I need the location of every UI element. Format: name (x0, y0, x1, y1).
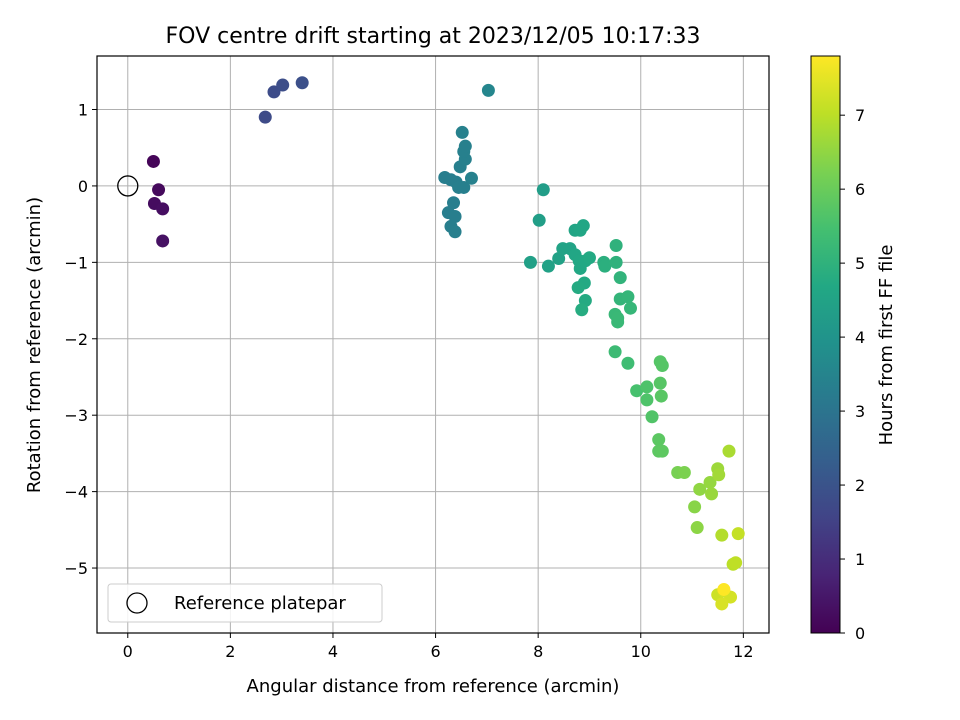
data-point (447, 196, 461, 210)
data-point (464, 171, 478, 185)
y-tick-label: −1 (64, 253, 88, 272)
colorbar-tick-label: 4 (855, 328, 865, 347)
colorbar-tick-label: 2 (855, 476, 865, 495)
data-point (582, 251, 596, 265)
data-point (575, 303, 589, 317)
data-point (448, 225, 462, 239)
y-tick-label: −2 (64, 330, 88, 349)
data-point (655, 359, 669, 373)
data-point (653, 376, 667, 390)
colorbar-tick-label: 5 (855, 254, 865, 273)
data-point (295, 76, 309, 90)
data-point (640, 380, 654, 394)
y-axis-ticks: −5 −4 −3 −2 −1 0 1 (64, 100, 97, 578)
chart-title: FOV centre drift starting at 2023/12/05 … (166, 24, 701, 49)
data-point (703, 475, 717, 489)
data-point (541, 259, 555, 273)
data-point (630, 384, 644, 398)
x-tick-label: 4 (328, 642, 338, 661)
plot-frame (96, 55, 770, 634)
colorbar-tick-label: 7 (855, 106, 865, 125)
data-point (688, 500, 702, 514)
legend-box (107, 583, 383, 623)
y-tick-label: −3 (64, 406, 88, 425)
colorbar-tick-label: 6 (855, 180, 865, 199)
y-tick-label: 0 (78, 177, 88, 196)
colorbar: 0 1 2 3 4 5 6 7 Hours from first FF file (810, 55, 897, 643)
reference-marker (117, 175, 139, 197)
data-point (655, 444, 669, 458)
data-point (156, 234, 170, 248)
legend-entry-reference: Reference platepar (174, 593, 346, 614)
data-point (621, 290, 635, 304)
data-point (552, 252, 566, 266)
data-point (712, 468, 726, 482)
data-point (613, 271, 627, 285)
data-point (623, 301, 637, 315)
data-point (611, 311, 625, 325)
data-point (276, 78, 290, 92)
data-point (156, 202, 170, 216)
data-point (645, 410, 659, 424)
x-axis-label: Angular distance from reference (arcmin) (247, 676, 620, 697)
data-point (640, 393, 654, 407)
x-tick-label: 0 (123, 642, 133, 661)
data-point (608, 345, 622, 359)
data-point (258, 110, 272, 124)
data-point (536, 183, 550, 197)
data-point (458, 139, 472, 153)
data-point (146, 154, 160, 168)
x-tick-label: 8 (533, 642, 543, 661)
data-point (481, 83, 495, 97)
data-point (609, 239, 623, 253)
x-tick-label: 12 (733, 642, 753, 661)
x-tick-label: 6 (430, 642, 440, 661)
data-point (715, 597, 729, 611)
data-point (448, 209, 462, 223)
data-point (690, 521, 704, 535)
data-point (609, 255, 623, 269)
data-point (693, 482, 707, 496)
data-point (576, 219, 590, 233)
y-tick-label: 1 (78, 100, 88, 119)
reference-point (117, 175, 139, 197)
data-point (532, 213, 546, 227)
colorbar-label: Hours from first FF file (876, 245, 897, 446)
data-point (598, 259, 612, 273)
data-point (715, 528, 729, 542)
data-point (722, 444, 736, 458)
data-point (652, 433, 666, 447)
data-point (729, 556, 743, 570)
colorbar-tick-label: 1 (855, 550, 865, 569)
data-points (146, 76, 745, 611)
data-point (267, 85, 281, 99)
data-point (571, 281, 585, 295)
y-tick-label: −5 (64, 559, 88, 578)
colorbar-gradient (810, 55, 841, 634)
data-point (152, 183, 166, 197)
colorbar-ticks: 0 1 2 3 4 5 6 7 (840, 106, 865, 643)
data-point (731, 527, 745, 541)
legend-marker (126, 592, 148, 614)
data-point (523, 255, 537, 269)
x-axis-ticks: 0 2 4 6 8 10 12 (123, 633, 754, 661)
data-point (621, 356, 635, 370)
data-point (705, 487, 719, 501)
y-axis-label: Rotation from reference (arcmin) (24, 197, 45, 493)
colorbar-tick-label: 3 (855, 402, 865, 421)
colorbar-tick-label: 0 (855, 624, 865, 643)
y-tick-label: −4 (64, 483, 88, 502)
x-tick-label: 10 (631, 642, 651, 661)
data-point (455, 125, 469, 139)
legend: Reference platepar (107, 583, 383, 623)
x-tick-label: 2 (225, 642, 235, 661)
plot-area: 0 2 4 6 8 10 12 −5 −4 −3 −2 −1 0 1 (64, 55, 770, 661)
data-point (654, 389, 668, 403)
data-point (677, 466, 691, 480)
data-point (717, 582, 731, 596)
data-point (457, 180, 471, 194)
